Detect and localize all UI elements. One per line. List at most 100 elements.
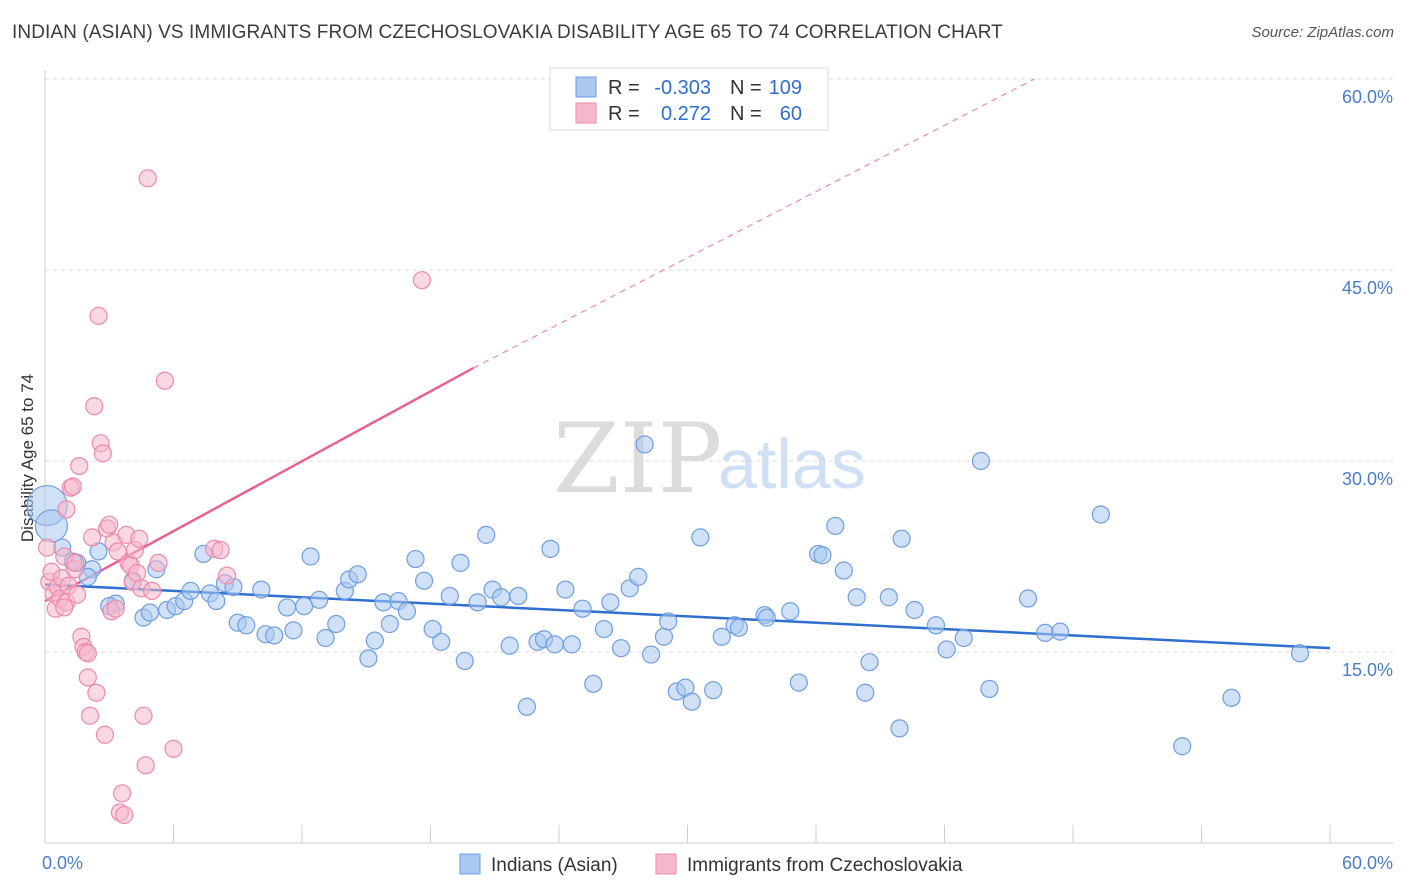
point-czech-20: [80, 706, 100, 725]
point-indians-33: [316, 628, 335, 648]
point-czech-36: [115, 805, 134, 825]
point-indians-78: [691, 528, 710, 547]
point-indians-37: [348, 565, 367, 584]
point-czech-51: [164, 739, 183, 758]
point-czech-46: [136, 756, 155, 775]
grid-lines: [45, 78, 1393, 653]
point-indians-52: [477, 525, 496, 544]
x-tick-label-max: 60.0%: [1342, 853, 1393, 873]
point-indians-63: [562, 635, 581, 654]
point-indians-105: [1051, 622, 1070, 641]
point-indians-51: [468, 593, 487, 612]
bottom-legend-swatch-pink: [655, 853, 677, 875]
point-indians-25: [252, 580, 271, 599]
point-indians-60: [541, 539, 560, 558]
y-tick-label-60: 60.0%: [1342, 87, 1393, 107]
point-czech-26: [93, 444, 112, 463]
point-indians-24: [237, 616, 256, 635]
point-indians-97: [905, 600, 924, 620]
x-ticks: [44, 825, 1331, 843]
point-indians-96: [892, 529, 911, 548]
point-czech-29: [100, 515, 119, 534]
point-indians-38: [359, 649, 378, 668]
point-czech-15: [70, 456, 89, 476]
point-czech-59: [57, 500, 76, 519]
y-tick-label-45: 45.0%: [1342, 278, 1393, 298]
point-indians-88: [813, 546, 832, 565]
point-indians-70: [629, 567, 648, 586]
point-indians-55: [500, 636, 519, 655]
bottom-legend-label-pink: Immigrants from Czechoslovakia: [687, 855, 963, 876]
legend-r-label-pink: R =: [608, 103, 640, 125]
watermark-atlas: atlas: [718, 425, 866, 503]
legend-n-label-blue: N =: [730, 77, 762, 99]
point-indians-92: [856, 683, 875, 702]
point-indians-20: [207, 591, 226, 611]
point-indians-28: [277, 598, 297, 617]
point-czech-58: [78, 644, 97, 663]
point-indians-49: [451, 553, 470, 572]
point-indians-54: [492, 588, 511, 607]
point-indians-86: [789, 673, 808, 692]
point-czech-0: [38, 538, 57, 557]
legend: R = -0.303 N = 109 R = 0.272 N = 60: [549, 67, 829, 131]
point-indians-77: [682, 692, 701, 711]
point-indians-98: [926, 616, 946, 635]
x-tick-label-min: 0.0%: [42, 853, 83, 873]
legend-swatch-pink: [575, 102, 597, 124]
point-indians-39: [365, 631, 384, 650]
point-czech-21: [83, 528, 102, 547]
point-czech-49: [149, 553, 168, 572]
point-indians-65: [584, 674, 603, 693]
point-indians-17: [181, 581, 200, 600]
y-tick-label-30: 30.0%: [1342, 469, 1393, 489]
point-czech-47: [138, 169, 157, 188]
data-points: [26, 169, 1310, 825]
point-czech-35: [112, 784, 132, 803]
point-indians-99: [937, 640, 956, 659]
point-czech-19: [78, 668, 97, 687]
point-czech-23: [87, 683, 106, 702]
point-indians-43: [397, 602, 417, 621]
legend-r-label-blue: R =: [608, 77, 640, 99]
point-czech-43: [130, 529, 149, 548]
point-indians-71: [641, 645, 661, 664]
point-indians-34: [327, 614, 346, 634]
point-indians-100: [954, 628, 973, 648]
point-indians-40: [374, 593, 393, 612]
point-indians-57: [517, 697, 536, 716]
chart-title: INDIAN (ASIAN) VS IMMIGRANTS FROM CZECHO…: [12, 22, 1003, 43]
point-indians-90: [834, 561, 853, 580]
point-indians-56: [509, 586, 528, 606]
point-czech-32: [106, 599, 125, 618]
bottom-legend-label-blue: Indians (Asian): [491, 855, 618, 876]
point-indians-93: [860, 653, 879, 672]
point-indians-82: [729, 618, 749, 637]
axes: [44, 70, 1393, 844]
point-indians-89: [826, 516, 845, 536]
point-indians-29: [284, 621, 303, 640]
point-indians-84: [757, 608, 776, 627]
point-czech-50: [155, 371, 175, 390]
point-indians-31: [301, 547, 320, 566]
legend-r-value-pink: 0.272: [661, 103, 711, 125]
point-indians-108: [1222, 688, 1241, 707]
point-czech-12: [63, 477, 82, 496]
point-czech-55: [412, 271, 432, 290]
legend-n-label-pink: N =: [730, 103, 762, 125]
point-indians-94: [879, 588, 898, 607]
point-indians-66: [594, 619, 614, 639]
watermark-zip: ZIP: [553, 403, 722, 515]
point-indians-48: [440, 586, 459, 606]
point-indians-50: [455, 651, 474, 671]
point-czech-48: [142, 581, 162, 600]
point-indians-47: [432, 632, 451, 651]
point-czech-42: [127, 563, 147, 583]
point-indians-61: [545, 635, 564, 654]
point-indians-74: [659, 612, 678, 631]
point-indians-44: [406, 549, 425, 569]
bottom-legend: Indians (Asian) Immigrants from Czechosl…: [459, 853, 963, 876]
point-czech-56: [65, 553, 85, 572]
point-indians-27: [265, 626, 284, 645]
point-indians-41: [380, 614, 399, 634]
